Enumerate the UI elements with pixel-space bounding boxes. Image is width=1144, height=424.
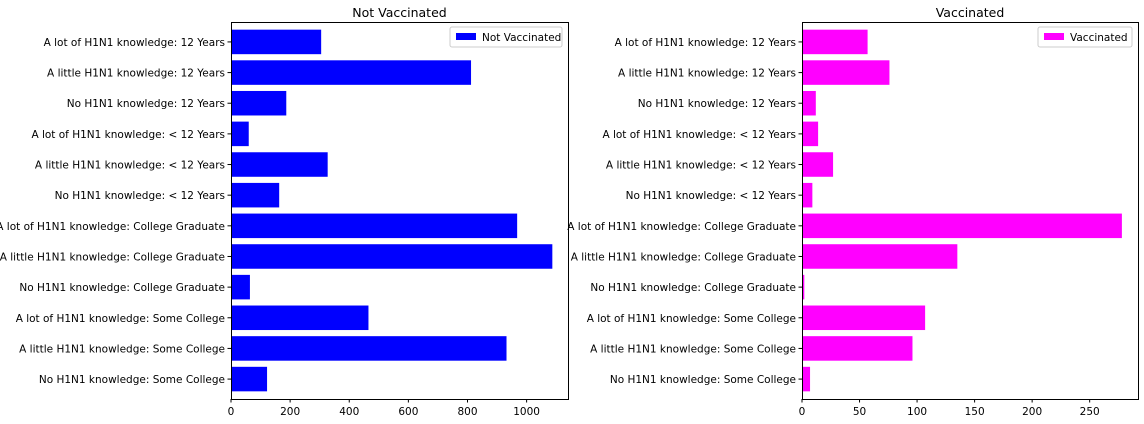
x-tick-label: 200 [1022,406,1042,418]
y-tick-label: A little H1N1 knowledge: < 12 Years [606,160,796,172]
bar [802,152,834,177]
legend-swatch [456,33,476,40]
x-tick-label: 0 [228,406,235,418]
bar [231,305,369,331]
y-tick-label: No H1N1 knowledge: 12 Years [638,98,796,110]
bar [231,182,280,208]
bar [231,60,472,85]
y-tick-label: A lot of H1N1 knowledge: < 12 Years [602,129,796,141]
x-tick-label: 600 [398,406,418,418]
x-tick-label: 250 [1080,406,1100,418]
axes-frame [231,22,569,400]
y-tick-label: A little H1N1 knowledge: College Graduat… [0,251,225,263]
bar [231,244,553,269]
x-tick-label: 400 [339,406,359,418]
legend-label: Vaccinated [1070,32,1128,44]
y-tick-label: A little H1N1 knowledge: 12 Years [47,68,225,80]
x-tick-label: 100 [907,406,927,418]
bar [231,213,518,239]
y-tick-label: No H1N1 knowledge: Some College [610,374,796,386]
x-tick-label: 150 [965,406,985,418]
y-tick-label: No H1N1 knowledge: College Graduate [590,282,796,294]
bar [231,29,322,55]
x-tick-label: 1000 [513,406,540,418]
chart-not-vaccinated: A lot of H1N1 knowledge: 12 Years A littl… [0,5,569,418]
bar [231,90,287,116]
x-tick-label: 50 [853,406,866,418]
bar [802,121,819,147]
y-tick-label: A lot of H1N1 knowledge: College Graduat… [0,221,225,233]
legend-box [1037,26,1133,48]
bar [802,60,890,85]
y-tick-label: A little H1N1 knowledge: Some College [19,343,225,355]
bar [802,29,868,55]
y-tick-label: No H1N1 knowledge: College Graduate [19,282,225,294]
y-tick-label: A lot of H1N1 knowledge: < 12 Years [31,129,225,141]
y-tick-label: No H1N1 knowledge: < 12 Years [626,190,796,202]
x-tick-label: 200 [280,406,300,418]
y-tick-label: A lot of H1N1 knowledge: College Graduat… [567,221,796,233]
chart-title: Not Vaccinated [352,5,446,20]
bar [802,274,805,300]
y-tick-label: A lot of H1N1 knowledge: 12 Years [44,37,225,49]
y-tick-label: No H1N1 knowledge: Some College [39,374,225,386]
chart-title: Vaccinated [936,5,1005,20]
bar [231,121,249,147]
bar [802,366,811,392]
y-tick-label: A lot of H1N1 knowledge: Some College [16,313,225,325]
legend: Vaccinated [1037,26,1133,48]
bar [802,244,958,269]
x-tick-label: 800 [457,406,477,418]
bar [231,152,328,177]
y-tick-label: A lot of H1N1 knowledge: 12 Years [615,37,796,49]
y-tick-label: No H1N1 knowledge: 12 Years [67,98,225,110]
y-tick-label: A little H1N1 knowledge: Some College [590,343,796,355]
bar [231,366,268,392]
chart-vaccinated: A lot of H1N1 knowledge: 12 Years A littl… [567,5,1139,418]
bar [802,336,913,361]
x-tick-label: 0 [799,406,806,418]
y-tick-label: A little H1N1 knowledge: < 12 Years [35,160,225,172]
bar [802,213,1122,239]
legend-swatch [1044,33,1064,40]
bar [231,274,250,300]
bar [802,305,926,331]
legend-box [449,26,563,48]
axes-frame [802,22,1139,400]
legend: Not Vaccinated [449,26,563,48]
legend-label: Not Vaccinated [482,32,561,44]
bar [802,90,816,116]
bar [231,336,507,361]
y-tick-label: A little H1N1 knowledge: 12 Years [618,68,796,80]
y-tick-label: No H1N1 knowledge: < 12 Years [55,190,225,202]
bar [802,182,813,208]
y-tick-label: A lot of H1N1 knowledge: Some College [587,313,796,325]
y-tick-label: A little H1N1 knowledge: College Graduat… [571,251,796,263]
